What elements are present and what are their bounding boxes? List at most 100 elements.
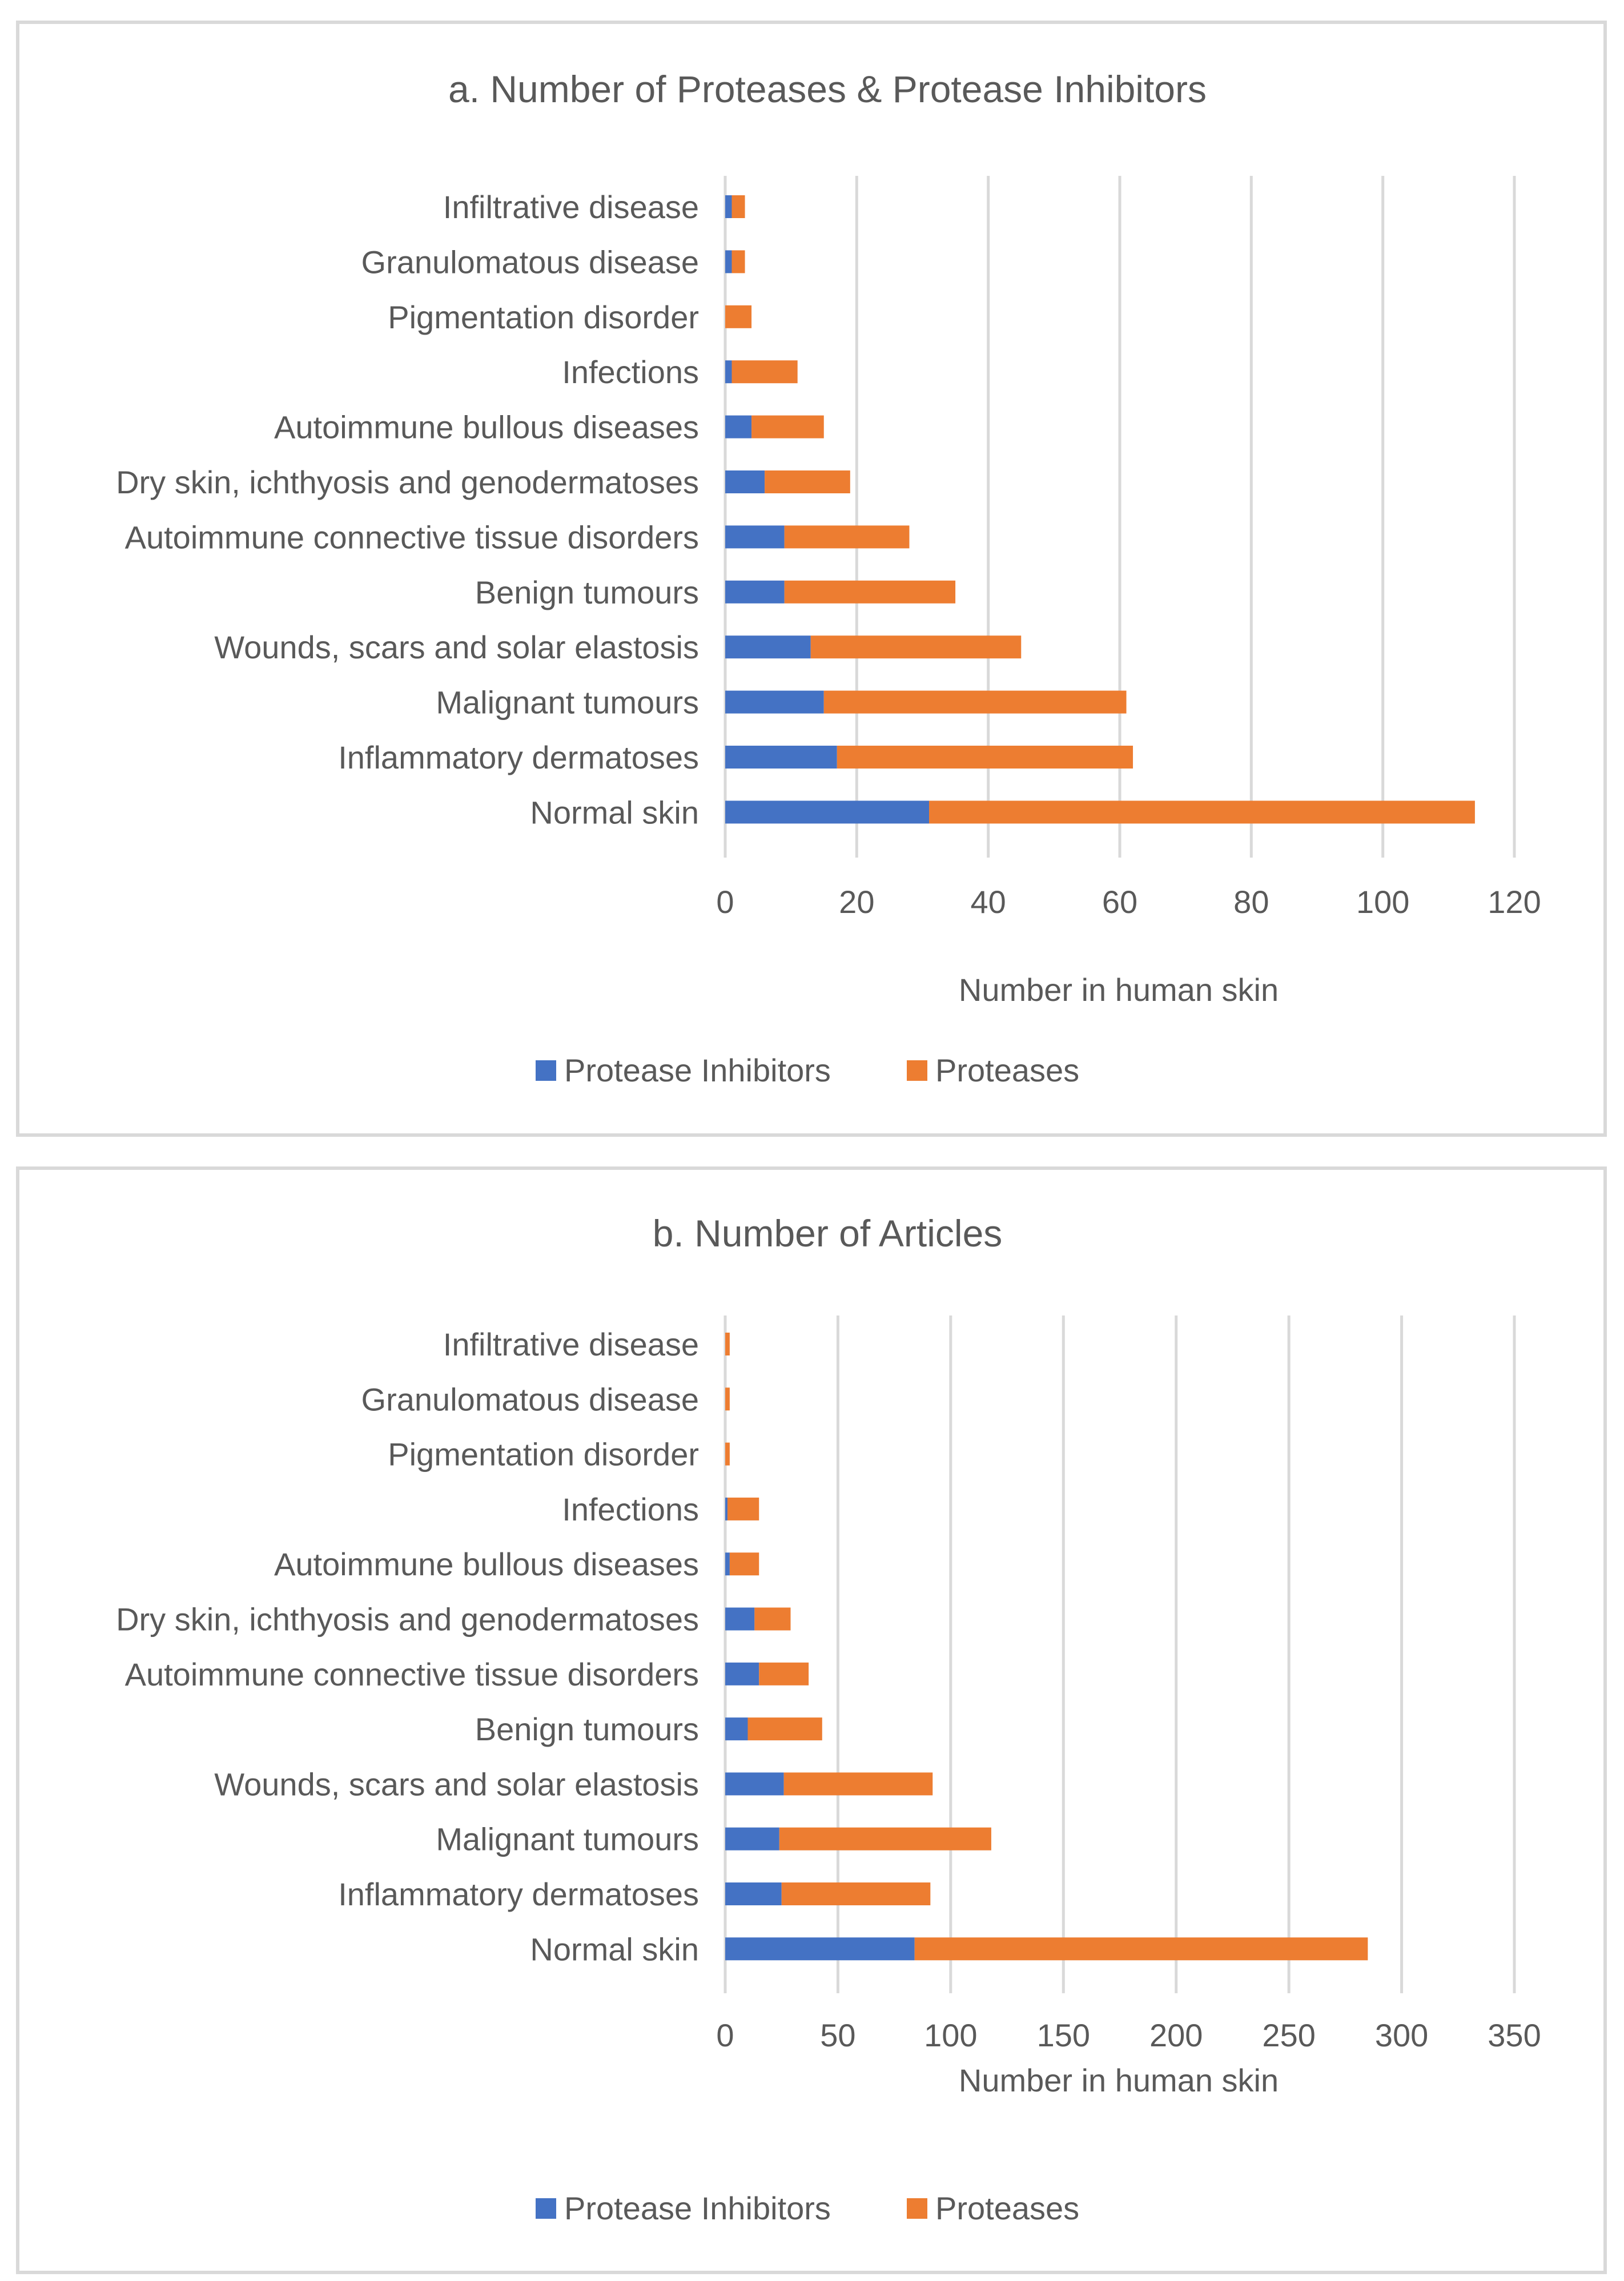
category-label: Granulomatous disease [361, 1381, 699, 1417]
x-axis-title: Number in human skin [959, 2062, 1279, 2098]
bar-proteases [781, 1882, 931, 1905]
chart-panel-b: b. Number of Articles 0 50 100 150 200 250 300… [16, 1166, 1607, 2274]
category-label: Autoimmune bullous diseases [274, 1546, 699, 1582]
bar-proteases [784, 580, 956, 604]
x-tick-label: 350 [1488, 2017, 1541, 2053]
category-label: Malignant tumours [436, 685, 699, 721]
bar-protease-inhibitors [725, 195, 732, 218]
bar-proteases [784, 525, 910, 549]
chart-title: a. Number of Proteases & Protease Inhibi… [448, 68, 1207, 110]
bar-proteases [914, 1937, 1368, 1961]
x-tick-label: 200 [1149, 2017, 1203, 2053]
bar-proteases [779, 1827, 991, 1850]
bar-protease-inhibitors [725, 800, 930, 824]
category-label: Normal skin [530, 1931, 699, 1967]
bar-proteases [731, 195, 745, 218]
category-label: Benign tumours [475, 574, 699, 610]
bar-proteases [783, 1772, 933, 1796]
legend-swatch-proteases [907, 1060, 927, 1081]
bar-proteases [725, 305, 752, 328]
x-tick-label: 150 [1037, 2017, 1090, 2053]
category-label: Autoimmune bullous diseases [274, 409, 699, 445]
bar-protease-inhibitors [725, 690, 824, 714]
category-label: Inflammatory dermatoses [338, 1876, 699, 1912]
legend-swatch-inhibitors [536, 1060, 556, 1081]
bar-protease-inhibitors [725, 360, 732, 384]
bar-proteases [731, 250, 745, 273]
bar-protease-inhibitors [725, 580, 785, 604]
category-label: Granulomatous disease [361, 244, 699, 280]
legend-label-inhibitors: Protease Inhibitors [564, 2190, 831, 2226]
x-tick-label: 60 [1102, 884, 1137, 920]
legend-swatch-inhibitors [536, 2198, 556, 2219]
chart-a: a. Number of Proteases & Protease Inhibi… [116, 68, 1541, 1088]
bar-proteases [747, 1717, 822, 1741]
category-label: Wounds, scars and solar elastosis [214, 629, 699, 665]
x-tick-label: 0 [716, 884, 734, 920]
category-label: Dry skin, ichthyosis and genodermatoses [116, 1602, 699, 1638]
category-label: Infiltrative disease [443, 1326, 699, 1362]
bar-protease-inhibitors [725, 1607, 755, 1631]
chart-b: b. Number of Articles 0 50 100 150 200 250 300… [116, 1212, 1541, 2226]
category-label: Infiltrative disease [443, 189, 699, 225]
bar-proteases [725, 1442, 730, 1466]
plot-area: 0 50 100 150 200 250 300 350 Infiltrative diseas… [116, 1316, 1541, 2053]
bar-protease-inhibitors [725, 746, 837, 769]
x-tick-label: 120 [1488, 884, 1541, 920]
bar-protease-inhibitors [725, 1882, 782, 1905]
bar-protease-inhibitors [725, 525, 785, 549]
x-tick-label: 100 [1356, 884, 1409, 920]
bar-protease-inhibitors [725, 1772, 784, 1796]
legend-label-proteases: Proteases [935, 1052, 1079, 1088]
x-tick-label: 250 [1262, 2017, 1315, 2053]
bar-proteases [837, 746, 1133, 769]
bar-proteases [731, 360, 798, 384]
bar-protease-inhibitors [725, 635, 811, 659]
x-tick-label: 20 [839, 884, 874, 920]
legend-label-inhibitors: Protease Inhibitors [564, 1052, 831, 1088]
category-label: Malignant tumours [436, 1821, 699, 1857]
x-tick-label: 0 [716, 2017, 734, 2053]
x-tick-label: 300 [1375, 2017, 1428, 2053]
category-label: Autoimmune connective tissue disorders [125, 1656, 699, 1692]
bar-protease-inhibitors [725, 1937, 915, 1961]
bar-proteases [765, 470, 850, 493]
legend: Protease Inhibitors Proteases [536, 2190, 1079, 2226]
category-label: Benign tumours [475, 1711, 699, 1747]
plot-area: 0 20 40 60 80 100 120 Infiltrative disease Granu… [116, 176, 1541, 920]
bar-proteases [751, 415, 824, 439]
bar-protease-inhibitors [725, 470, 765, 493]
bar-proteases [729, 1552, 759, 1576]
x-tick-label: 40 [971, 884, 1006, 920]
bar-proteases [727, 1497, 759, 1520]
category-label: Autoimmune connective tissue disorders [125, 519, 699, 555]
chart-title: b. Number of Articles [653, 1212, 1003, 1254]
bar-proteases [823, 690, 1127, 714]
bar-proteases [754, 1607, 791, 1631]
category-label: Pigmentation disorder [388, 299, 699, 335]
bar-protease-inhibitors [725, 1552, 730, 1576]
bar-proteases [725, 1333, 730, 1355]
x-tick-label: 100 [924, 2017, 977, 2053]
bar-protease-inhibitors [725, 415, 752, 439]
category-label: Infections [562, 1491, 699, 1527]
bar-proteases [725, 1387, 730, 1411]
category-label: Dry skin, ichthyosis and genodermatoses [116, 464, 699, 500]
category-label: Infections [562, 354, 699, 390]
bar-proteases [810, 635, 1022, 659]
x-tick-label: 50 [820, 2017, 855, 2053]
bar-protease-inhibitors [725, 1662, 759, 1685]
category-label: Wounds, scars and solar elastosis [214, 1766, 699, 1802]
bar-protease-inhibitors [725, 1827, 779, 1850]
bar-protease-inhibitors [725, 1717, 748, 1741]
x-axis-title: Number in human skin [959, 972, 1279, 1008]
legend: Protease Inhibitors Proteases [536, 1052, 1079, 1088]
category-label: Inflammatory dermatoses [338, 739, 699, 775]
legend-swatch-proteases [907, 2198, 927, 2219]
chart-panel-a: a. Number of Proteases & Protease Inhibi… [16, 21, 1607, 1137]
category-label: Pigmentation disorder [388, 1437, 699, 1473]
legend-label-proteases: Proteases [935, 2190, 1079, 2226]
bar-proteases [929, 800, 1475, 824]
bar-proteases [759, 1662, 809, 1685]
bar-protease-inhibitors [725, 250, 732, 273]
